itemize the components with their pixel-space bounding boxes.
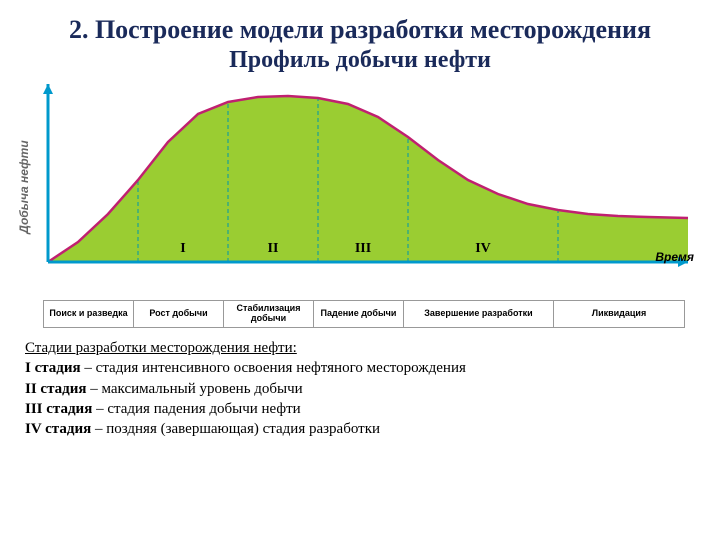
stage-line: II стадия – максимальный уровень добычи [25,379,695,399]
slide-title: 2. Построение модели разработки месторож… [25,15,695,45]
phase-cell: Падение добычи [314,301,404,327]
production-profile-chart: Добыча нефти IIIIIIIV Время [30,82,690,292]
phase-cell: Ликвидация [554,301,684,327]
svg-text:IV: IV [475,241,491,256]
chart-svg: IIIIIIIV [30,82,690,292]
stage-line: I стадия – стадия интенсивного освоения … [25,358,695,378]
x-axis-label: Время [655,250,694,264]
svg-text:II: II [268,241,279,256]
stages-description: Стадии разработки месторождения нефти: I… [25,338,695,439]
stage-line: III стадия – стадия падения добычи нефти [25,399,695,419]
phase-cell: Стабилизация добычи [224,301,314,327]
stages-header: Стадии разработки месторождения нефти: [25,338,695,358]
slide-subtitle: Профиль добычи нефти [25,47,695,74]
phase-row: Поиск и разведкаРост добычиСтабилизация … [43,300,685,328]
phase-cell: Рост добычи [134,301,224,327]
svg-text:III: III [355,241,371,256]
phase-cell: Поиск и разведка [44,301,134,327]
phase-cell: Завершение разработки [404,301,554,327]
svg-text:I: I [180,241,185,256]
y-axis-label: Добыча нефти [17,140,31,233]
stage-line: IV стадия – поздняя (завершающая) стадия… [25,419,695,439]
